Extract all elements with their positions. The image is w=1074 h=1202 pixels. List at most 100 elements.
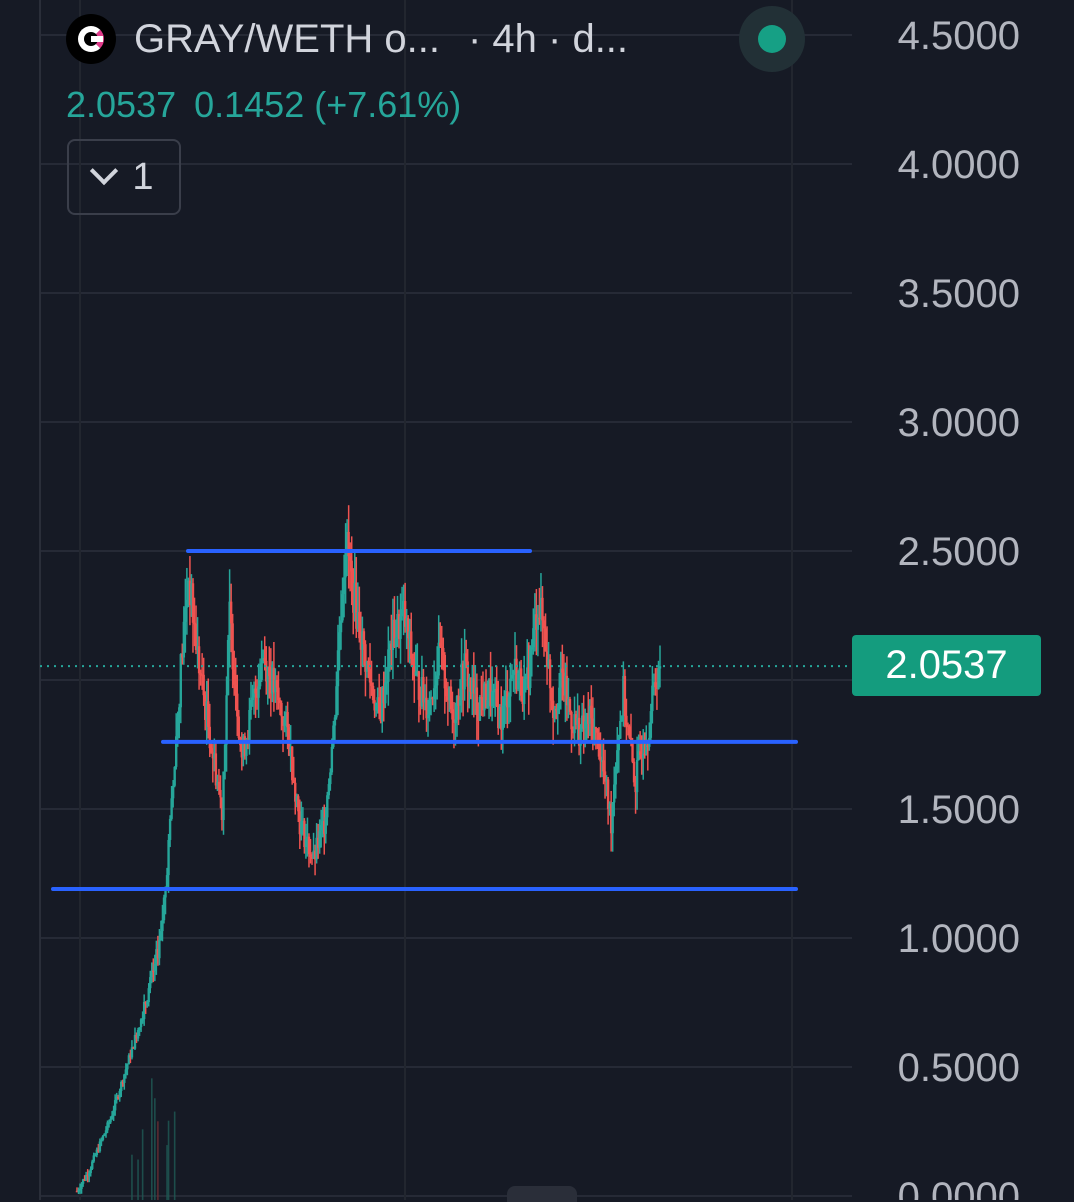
- candle-body: [260, 663, 263, 680]
- candle-body: [362, 631, 366, 645]
- y-tick-label: 4.5000: [898, 14, 1020, 58]
- candle-body: [132, 1047, 135, 1049]
- candle-body: [478, 697, 482, 721]
- candle-body: [330, 747, 334, 773]
- candle-body: [203, 695, 207, 720]
- candle-body: [371, 685, 375, 701]
- candle-body: [545, 651, 549, 667]
- candle-body: [231, 623, 234, 670]
- candle-body: [124, 1069, 128, 1075]
- candle-body: [429, 697, 433, 699]
- candle-body: [635, 760, 639, 793]
- candle-body: [651, 685, 654, 712]
- symbol-title[interactable]: GRAY/WETH o... · 4h · d...: [134, 16, 629, 61]
- candle-body: [310, 856, 314, 859]
- candle-body: [303, 820, 306, 848]
- candle-body: [243, 736, 247, 756]
- candle-body: [205, 701, 208, 720]
- candle-body: [112, 1110, 115, 1116]
- candle-body: [408, 631, 411, 639]
- candle-body: [466, 661, 469, 687]
- candle-body: [139, 1019, 143, 1028]
- candle-body: [584, 721, 587, 729]
- candle-body: [319, 825, 323, 831]
- candle-body: [498, 706, 501, 729]
- candle-body: [341, 594, 344, 621]
- candle-body: [623, 675, 627, 716]
- candle-body: [187, 580, 190, 600]
- candle-body: [468, 677, 471, 687]
- candle-body: [222, 771, 225, 821]
- candle-body: [121, 1082, 124, 1084]
- candle-body: [634, 782, 637, 793]
- candle-body: [150, 970, 153, 978]
- candle-body: [632, 761, 636, 783]
- candle-body: [529, 649, 532, 688]
- candle-body: [162, 897, 166, 921]
- candle-body: [368, 669, 372, 683]
- candle-body: [342, 577, 346, 595]
- candle-body: [364, 644, 367, 672]
- candle-body: [602, 760, 605, 772]
- candle-body: [387, 649, 390, 682]
- candle-body: [200, 674, 204, 676]
- candle-body: [626, 725, 630, 727]
- candle-body: [359, 638, 363, 650]
- candle-body: [149, 977, 152, 989]
- candle-body: [193, 622, 196, 625]
- candle-body: [161, 920, 164, 932]
- candle-body: [477, 715, 480, 721]
- candle-body: [440, 646, 443, 648]
- candle-body: [413, 665, 416, 676]
- indicator-toggle-button[interactable]: 1: [67, 139, 181, 215]
- candle-body: [483, 683, 486, 711]
- market-status-indicator[interactable]: [739, 6, 805, 72]
- candle-body: [426, 714, 430, 719]
- candle-body: [289, 746, 292, 756]
- candle-body: [358, 612, 361, 639]
- candle-body: [300, 821, 303, 835]
- candle-body: [156, 949, 160, 959]
- candle-body: [379, 713, 382, 722]
- candle-body: [348, 556, 352, 561]
- candle-body: [542, 620, 546, 629]
- candle-body: [210, 748, 213, 753]
- gray-token-logo-icon[interactable]: [66, 14, 116, 64]
- candle-body: [599, 756, 602, 762]
- candle-body: [625, 715, 628, 726]
- candle-body: [164, 886, 167, 898]
- y-tick-label: 0.0000: [898, 1175, 1020, 1200]
- candle-body: [294, 782, 297, 802]
- candle-body: [588, 705, 591, 724]
- last-price: 2.0537: [66, 84, 177, 125]
- candle-body: [493, 688, 497, 691]
- candle-body: [565, 675, 569, 706]
- candle-body: [571, 729, 575, 734]
- candle-body: [576, 717, 579, 725]
- candle-body: [474, 687, 477, 694]
- scroll-handle[interactable]: [507, 1186, 577, 1202]
- quote-line: 2.0537 0.1452 (+7.61%): [66, 84, 461, 126]
- candle-body: [135, 1034, 138, 1039]
- candle-body: [196, 646, 199, 650]
- candle-body: [591, 718, 595, 741]
- candle-body: [538, 617, 541, 620]
- candle-body: [550, 688, 553, 701]
- candle-body: [171, 785, 175, 799]
- candle-body: [423, 697, 427, 703]
- candle-body: [393, 619, 396, 648]
- volume-bars: [131, 1078, 176, 1200]
- candle-body: [411, 658, 414, 666]
- candle-body: [649, 711, 653, 738]
- candle-body: [611, 802, 614, 834]
- candle-body: [197, 646, 201, 674]
- candle-body: [237, 716, 240, 739]
- candle-body: [251, 697, 254, 700]
- candle-body: [332, 725, 335, 748]
- candle-body: [274, 679, 277, 693]
- candle-body: [271, 667, 274, 694]
- candle-body: [512, 670, 515, 675]
- candle-body: [312, 850, 315, 859]
- candle-body: [142, 1001, 146, 1020]
- candle-body: [399, 616, 402, 639]
